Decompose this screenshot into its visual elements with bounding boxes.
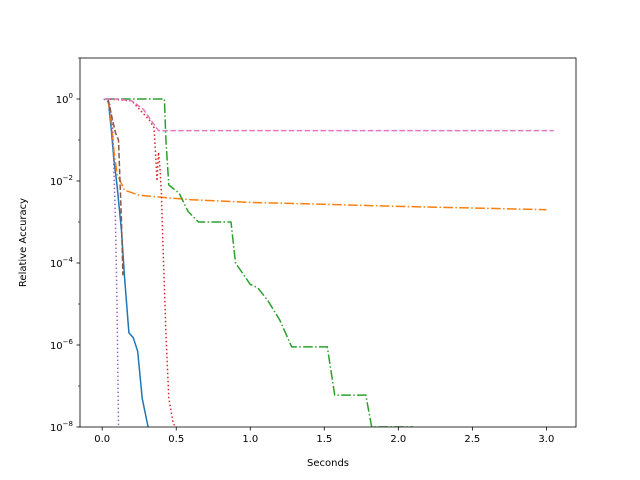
x-axis-label: Seconds (307, 458, 349, 469)
y-tick-label: 100 (56, 92, 73, 106)
x-axis: 0.0 0.5 1.0 1.5 2.0 2.5 3.0 (94, 427, 554, 445)
x-tick-label: 0.5 (168, 434, 184, 445)
y-tick-label: 10−8 (50, 420, 73, 434)
x-tick-label: 3.0 (538, 434, 554, 445)
series-line-1 (107, 98, 149, 427)
y-axis: 10−8 10−6 10−4 10−2 100 (50, 57, 80, 434)
plot-frame (79, 57, 577, 428)
y-tick-label: 10−6 (50, 338, 74, 352)
x-tick-label: 2.0 (390, 434, 406, 445)
y-tick-label: 10−2 (50, 174, 73, 188)
plot-lines (103, 98, 554, 427)
x-tick-label: 1.0 (242, 434, 258, 445)
x-tick-label: 0.0 (94, 434, 110, 445)
series-line-7 (105, 98, 554, 132)
y-axis-label: Relative Accuracy (18, 198, 29, 287)
series-line-3 (105, 98, 414, 427)
y-tick-label: 10−4 (50, 256, 74, 270)
series-line-6 (107, 98, 124, 276)
series-line-5 (103, 98, 120, 427)
series-line-2 (107, 98, 547, 211)
x-tick-label: 1.5 (316, 434, 332, 445)
x-tick-label: 2.5 (464, 434, 480, 445)
